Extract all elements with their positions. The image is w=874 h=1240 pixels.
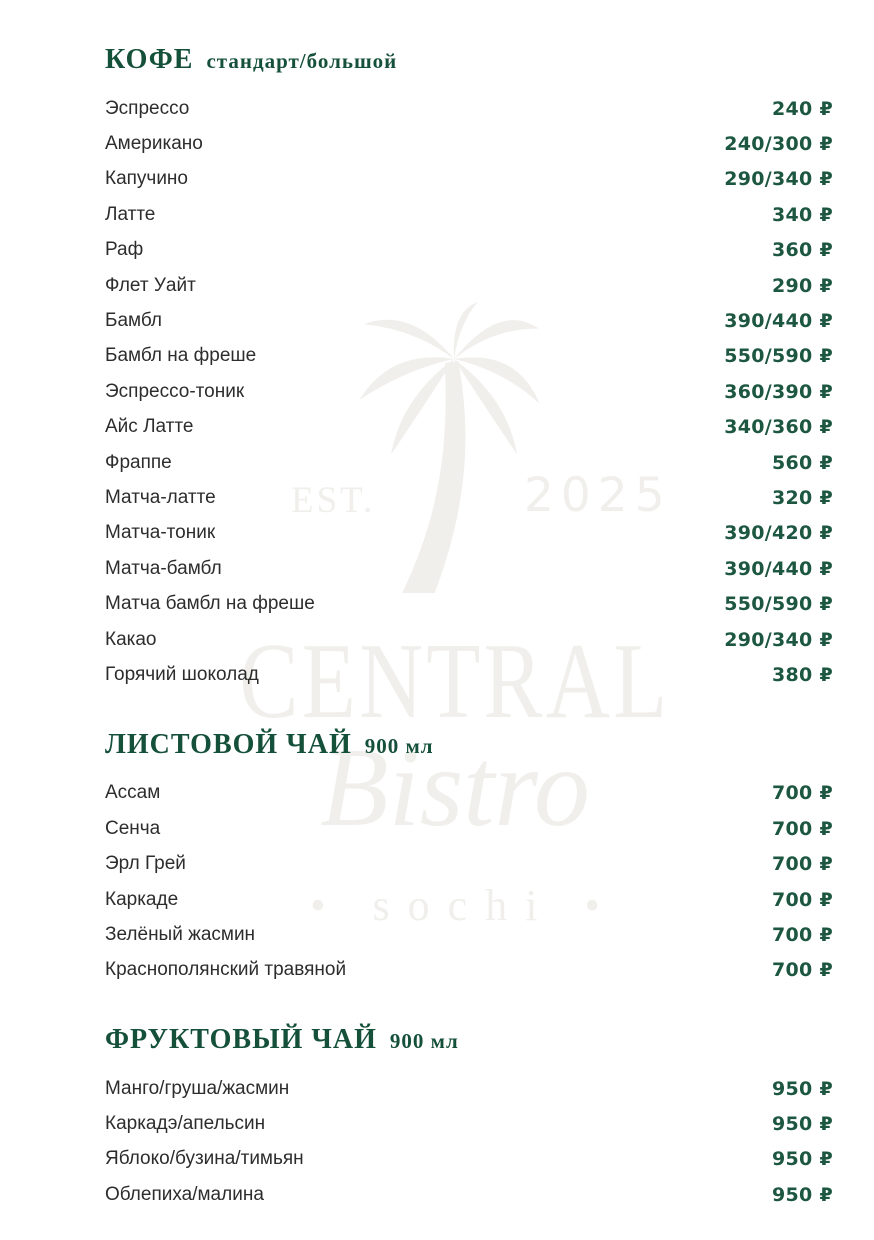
section-header: ФРУКТОВЫЙ ЧАЙ 900 мл <box>105 1024 833 1057</box>
item-name: Каркаде <box>105 888 179 910</box>
item-name: Латте <box>105 203 156 225</box>
item-price: 240 ₽ <box>772 97 833 120</box>
item-name: Яблоко/бузина/тимьян <box>105 1148 304 1170</box>
item-name: Краснополянский травяной <box>105 959 347 981</box>
item-name: Эспрессо <box>105 97 190 119</box>
item-name: Матча-бамбл <box>105 557 222 579</box>
item-price: 550/590 ₽ <box>724 593 833 616</box>
item-name: Матча-латте <box>105 486 216 508</box>
section-title: ЛИСТОВОЙ ЧАЙ <box>105 728 352 760</box>
item-price: 950 ₽ <box>772 1077 833 1100</box>
item-price: 550/590 ₽ <box>724 345 833 368</box>
item-name: Ассам <box>105 782 161 804</box>
menu-section: ЛИСТОВОЙ ЧАЙ 900 мл Ассам 700 ₽ Сенча 700… <box>105 729 833 988</box>
menu-item-row: Бамбл на фреше 550/590 ₽ <box>105 339 833 374</box>
item-price: 950 ₽ <box>772 1148 833 1171</box>
menu-item-row: Бамбл 390/440 ₽ <box>105 303 833 338</box>
item-price: 390/440 ₽ <box>724 557 833 580</box>
item-name: Эспрессо-тоник <box>105 380 245 402</box>
item-name: Флет Уайт <box>105 274 196 296</box>
item-price: 360/390 ₽ <box>724 380 833 403</box>
item-name: Фраппе <box>105 451 172 473</box>
item-price: 700 ₽ <box>772 782 833 805</box>
section-subtitle: стандарт/большой <box>206 49 398 73</box>
item-name: Сенча <box>105 817 161 839</box>
item-name: Какао <box>105 628 157 650</box>
menu-item-row: Айс Латте 340/360 ₽ <box>105 410 833 445</box>
item-name: Бамбл <box>105 310 162 332</box>
section-rows: Манго/груша/жасмин 950 ₽ Каркадэ/апельси… <box>105 1071 833 1213</box>
item-price: 950 ₽ <box>772 1113 833 1136</box>
item-price: 290/340 ₽ <box>724 628 833 651</box>
menu-item-row: Эспрессо-тоник 360/390 ₽ <box>105 374 833 409</box>
item-name: Матча бамбл на фреше <box>105 593 315 615</box>
item-name: Эрл Грей <box>105 853 186 875</box>
menu-item-row: Зелёный жасмин 700 ₽ <box>105 917 833 952</box>
item-name: Каркадэ/апельсин <box>105 1113 266 1135</box>
item-name: Зелёный жасмин <box>105 923 256 945</box>
menu-item-row: Латте 340 ₽ <box>105 197 833 232</box>
menu-item-row: Эспрессо 240 ₽ <box>105 91 833 126</box>
menu-item-row: Фраппе 560 ₽ <box>105 445 833 480</box>
item-price: 340 ₽ <box>772 203 833 226</box>
item-name: Бамбл на фреше <box>105 345 257 367</box>
section-title: ФРУКТОВЫЙ ЧАЙ <box>105 1023 377 1055</box>
menu-item-row: Какао 290/340 ₽ <box>105 622 833 657</box>
menu-item-row: Сенча 700 ₽ <box>105 811 833 846</box>
item-name: Капучино <box>105 168 188 190</box>
item-price: 240/300 ₽ <box>724 133 833 156</box>
section-subtitle: 900 мл <box>364 733 434 758</box>
item-price: 380 ₽ <box>772 663 833 686</box>
section-title: КОФЕ <box>105 44 194 75</box>
item-price: 390/440 ₽ <box>724 310 833 333</box>
item-name: Американо <box>105 133 203 155</box>
item-price: 950 ₽ <box>772 1183 833 1206</box>
menu-item-row: Облепиха/малина 950 ₽ <box>105 1177 833 1212</box>
menu-item-row: Эрл Грей 700 ₽ <box>105 846 833 881</box>
item-name: Манго/груша/жасмин <box>105 1077 290 1099</box>
menu-item-row: Флет Уайт 290 ₽ <box>105 268 833 303</box>
menu-item-row: Каркаде 700 ₽ <box>105 882 833 917</box>
menu-content: КОФЕ стандарт/большой Эспрессо 240 ₽ Амер… <box>105 44 833 1213</box>
section-rows: Эспрессо 240 ₽ Американо 240/300 ₽ Капуч… <box>105 91 833 693</box>
menu-item-row: Матча-бамбл 390/440 ₽ <box>105 551 833 586</box>
menu-item-row: Капучино 290/340 ₽ <box>105 162 833 197</box>
item-price: 700 ₽ <box>772 959 833 982</box>
item-price: 390/420 ₽ <box>724 522 833 545</box>
menu-item-row: Манго/груша/жасмин 950 ₽ <box>105 1071 833 1106</box>
item-price: 320 ₽ <box>772 486 833 509</box>
menu-item-row: Яблоко/бузина/тимьян 950 ₽ <box>105 1142 833 1177</box>
item-price: 700 ₽ <box>772 853 833 876</box>
section-header: КОФЕ стандарт/большой <box>105 44 833 77</box>
menu-item-row: Ассам 700 ₽ <box>105 776 833 811</box>
item-name: Облепиха/малина <box>105 1183 264 1205</box>
item-price: 290/340 ₽ <box>724 168 833 191</box>
item-price: 340/360 ₽ <box>724 416 833 439</box>
section-rows: Ассам 700 ₽ Сенча 700 ₽ Эрл Грей 700 ₽ К… <box>105 776 833 988</box>
section-subtitle: 900 мл <box>389 1028 459 1053</box>
item-price: 700 ₽ <box>772 888 833 911</box>
menu-item-row: Краснополянский травяной 700 ₽ <box>105 953 833 988</box>
item-price: 700 ₽ <box>772 923 833 946</box>
menu-section: ФРУКТОВЫЙ ЧАЙ 900 мл Манго/груша/жасмин 9… <box>105 1024 833 1213</box>
menu-item-row: Американо 240/300 ₽ <box>105 126 833 161</box>
item-price: 290 ₽ <box>772 274 833 297</box>
menu-item-row: Горячий шоколад 380 ₽ <box>105 657 833 692</box>
item-price: 700 ₽ <box>772 817 833 840</box>
menu-item-row: Матча-латте 320 ₽ <box>105 480 833 515</box>
item-name: Горячий шоколад <box>105 663 259 685</box>
item-name: Раф <box>105 239 144 261</box>
item-price: 560 ₽ <box>772 451 833 474</box>
menu-item-row: Матча бамбл на фреше 550/590 ₽ <box>105 586 833 621</box>
menu-item-row: Каркадэ/апельсин 950 ₽ <box>105 1106 833 1141</box>
menu-section: КОФЕ стандарт/большой Эспрессо 240 ₽ Амер… <box>105 44 833 693</box>
item-price: 360 ₽ <box>772 239 833 262</box>
menu-item-row: Раф 360 ₽ <box>105 233 833 268</box>
item-name: Матча-тоник <box>105 522 216 544</box>
menu-item-row: Матча-тоник 390/420 ₽ <box>105 516 833 551</box>
section-header: ЛИСТОВОЙ ЧАЙ 900 мл <box>105 729 833 762</box>
item-name: Айс Латте <box>105 416 194 438</box>
